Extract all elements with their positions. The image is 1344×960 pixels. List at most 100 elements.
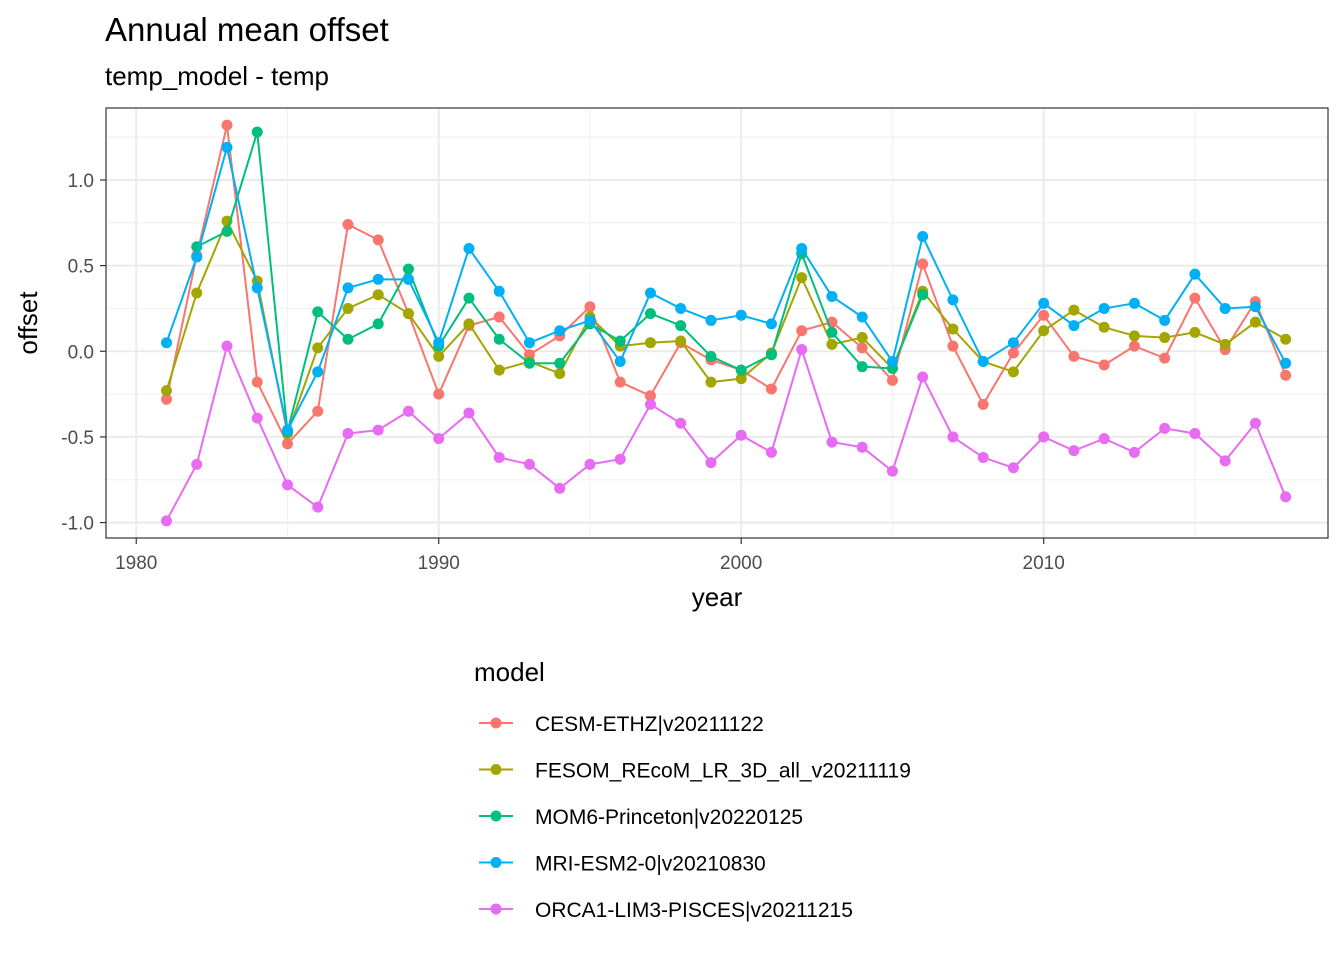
data-point <box>886 374 898 386</box>
data-point <box>917 371 929 383</box>
data-point <box>1189 326 1201 338</box>
data-point <box>554 325 566 337</box>
legend-key-point <box>490 903 502 915</box>
data-point <box>1280 357 1292 369</box>
series-layer <box>160 119 1292 527</box>
data-point <box>1128 340 1140 352</box>
data-point <box>947 294 959 306</box>
data-point <box>977 356 989 368</box>
y-axis: 1.0 0.5 0.0 -0.5 -1.0 <box>61 171 106 535</box>
x-tick-label: 1990 <box>418 553 460 574</box>
data-point <box>493 451 505 463</box>
data-point <box>1249 417 1261 429</box>
legend: model CESM-ETHZ|v20211122 FESOM_REcoM_LR_… <box>474 657 911 922</box>
x-axis-title: year <box>692 582 743 612</box>
data-point <box>1098 359 1110 371</box>
data-point <box>312 342 324 354</box>
data-point <box>826 338 838 350</box>
legend-label: MRI-ESM2-0|v20210830 <box>535 853 766 876</box>
data-point <box>977 398 989 410</box>
data-point <box>251 126 263 138</box>
data-point <box>372 424 384 436</box>
data-point <box>281 424 293 436</box>
data-point <box>1219 455 1231 467</box>
data-point <box>251 376 263 388</box>
data-point <box>1038 431 1050 443</box>
data-point <box>977 451 989 463</box>
legend-label: MOM6-Princeton|v20220125 <box>535 806 803 829</box>
data-point <box>1219 338 1231 350</box>
data-point <box>1249 301 1261 313</box>
data-point <box>1098 321 1110 333</box>
data-point <box>796 344 808 356</box>
data-point <box>1219 302 1231 314</box>
data-point <box>1038 325 1050 337</box>
data-point <box>856 332 868 344</box>
y-tick-label: 1.0 <box>68 171 94 192</box>
data-point <box>433 388 445 400</box>
data-point <box>312 306 324 318</box>
data-point <box>1249 316 1261 328</box>
data-point <box>554 482 566 494</box>
data-point <box>917 230 929 242</box>
data-point <box>160 393 172 405</box>
data-point <box>614 335 626 347</box>
legend-items: CESM-ETHZ|v20211122 FESOM_REcoM_LR_3D_all… <box>479 713 911 922</box>
data-point <box>463 407 475 419</box>
data-point <box>1038 297 1050 309</box>
data-point <box>796 242 808 254</box>
data-point <box>221 225 233 237</box>
data-point <box>1280 491 1292 503</box>
data-point <box>433 433 445 445</box>
data-point <box>281 479 293 491</box>
data-point <box>1280 369 1292 381</box>
data-point <box>523 337 535 349</box>
legend-label: ORCA1-LIM3-PISCES|v20211215 <box>535 899 853 922</box>
data-point <box>675 417 687 429</box>
data-point <box>433 350 445 362</box>
data-point <box>1159 314 1171 326</box>
data-point <box>221 119 233 131</box>
data-point <box>1068 304 1080 316</box>
data-point <box>796 272 808 284</box>
data-point <box>1159 352 1171 364</box>
data-point <box>433 337 445 349</box>
plot-border <box>105 107 1329 539</box>
data-point <box>342 333 354 345</box>
data-point <box>917 258 929 270</box>
data-point <box>584 458 596 470</box>
plot-background <box>106 108 1328 538</box>
data-point <box>856 311 868 323</box>
data-point <box>584 314 596 326</box>
chart-title: Annual mean offset <box>105 11 389 48</box>
data-point <box>523 458 535 470</box>
data-point <box>160 385 172 397</box>
data-point <box>735 429 747 441</box>
data-point <box>251 412 263 424</box>
data-point <box>312 366 324 378</box>
data-point <box>523 357 535 369</box>
data-point <box>402 308 414 320</box>
data-point <box>493 364 505 376</box>
data-point <box>342 427 354 439</box>
data-point <box>644 390 656 402</box>
data-point <box>191 458 203 470</box>
data-point <box>1159 422 1171 434</box>
legend-item: CESM-ETHZ|v20211122 <box>479 713 764 736</box>
data-point <box>765 446 777 458</box>
data-point <box>917 289 929 301</box>
chart-subtitle: temp_model - temp <box>105 61 329 91</box>
data-point <box>372 273 384 285</box>
data-point <box>312 501 324 513</box>
data-point <box>221 141 233 153</box>
data-point <box>281 438 293 450</box>
data-point <box>947 340 959 352</box>
data-point <box>160 337 172 349</box>
data-point <box>856 342 868 354</box>
data-point <box>584 301 596 313</box>
legend-title: model <box>474 657 545 687</box>
data-point <box>675 320 687 332</box>
data-point <box>644 337 656 349</box>
x-axis: 1980 1990 2000 2010 <box>115 538 1065 574</box>
